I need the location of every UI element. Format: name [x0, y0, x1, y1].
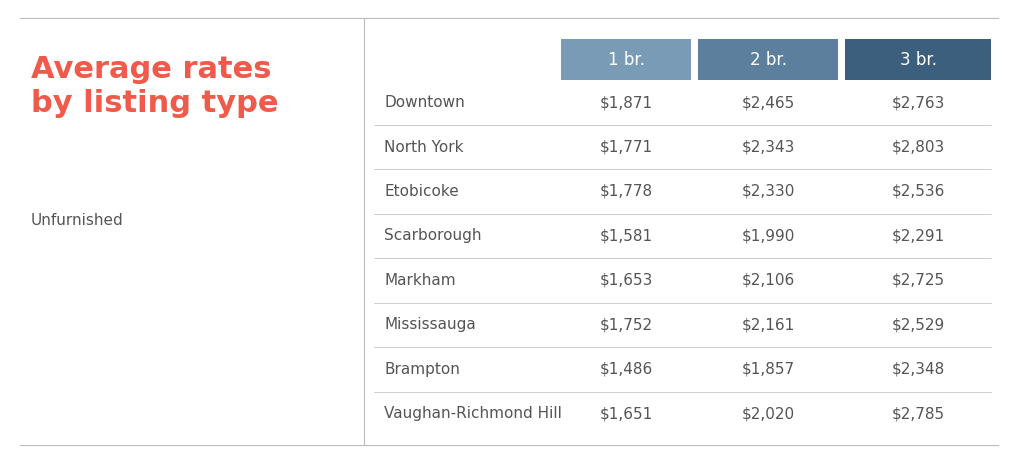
Text: $2,465: $2,465 [741, 95, 795, 110]
Text: $1,581: $1,581 [600, 229, 652, 243]
Text: $2,763: $2,763 [891, 95, 945, 110]
Text: $1,778: $1,778 [600, 184, 652, 199]
Text: $2,330: $2,330 [741, 184, 795, 199]
Text: $1,752: $1,752 [600, 317, 652, 332]
Text: $2,536: $2,536 [891, 184, 945, 199]
FancyBboxPatch shape [845, 39, 991, 80]
Text: $2,803: $2,803 [891, 140, 945, 155]
Text: $2,343: $2,343 [741, 140, 795, 155]
FancyBboxPatch shape [561, 39, 691, 80]
Text: Etobicoke: Etobicoke [384, 184, 459, 199]
Text: 1 br.: 1 br. [607, 50, 645, 69]
Text: Vaughan-Richmond Hill: Vaughan-Richmond Hill [384, 406, 562, 421]
Text: $1,771: $1,771 [600, 140, 652, 155]
Text: $1,651: $1,651 [599, 406, 653, 421]
Text: Average rates
by listing type: Average rates by listing type [31, 55, 279, 118]
Text: $1,857: $1,857 [741, 362, 795, 377]
Text: Scarborough: Scarborough [384, 229, 481, 243]
Text: 2 br.: 2 br. [750, 50, 786, 69]
Text: $2,529: $2,529 [891, 317, 945, 332]
Text: $2,106: $2,106 [741, 273, 795, 288]
Text: Markham: Markham [384, 273, 456, 288]
Text: Unfurnished: Unfurnished [31, 213, 124, 229]
Text: $2,020: $2,020 [741, 406, 795, 421]
Text: $2,725: $2,725 [892, 273, 944, 288]
Text: $1,653: $1,653 [599, 273, 653, 288]
Text: $1,486: $1,486 [599, 362, 653, 377]
Text: 3 br.: 3 br. [899, 50, 937, 69]
Text: $2,348: $2,348 [891, 362, 945, 377]
FancyBboxPatch shape [698, 39, 838, 80]
Text: $2,785: $2,785 [892, 406, 944, 421]
Text: North York: North York [384, 140, 464, 155]
Text: $1,871: $1,871 [600, 95, 652, 110]
Text: $2,291: $2,291 [891, 229, 945, 243]
Text: Downtown: Downtown [384, 95, 465, 110]
Text: $1,990: $1,990 [741, 229, 795, 243]
Text: $2,161: $2,161 [741, 317, 795, 332]
Text: Mississauga: Mississauga [384, 317, 476, 332]
Text: Brampton: Brampton [384, 362, 460, 377]
